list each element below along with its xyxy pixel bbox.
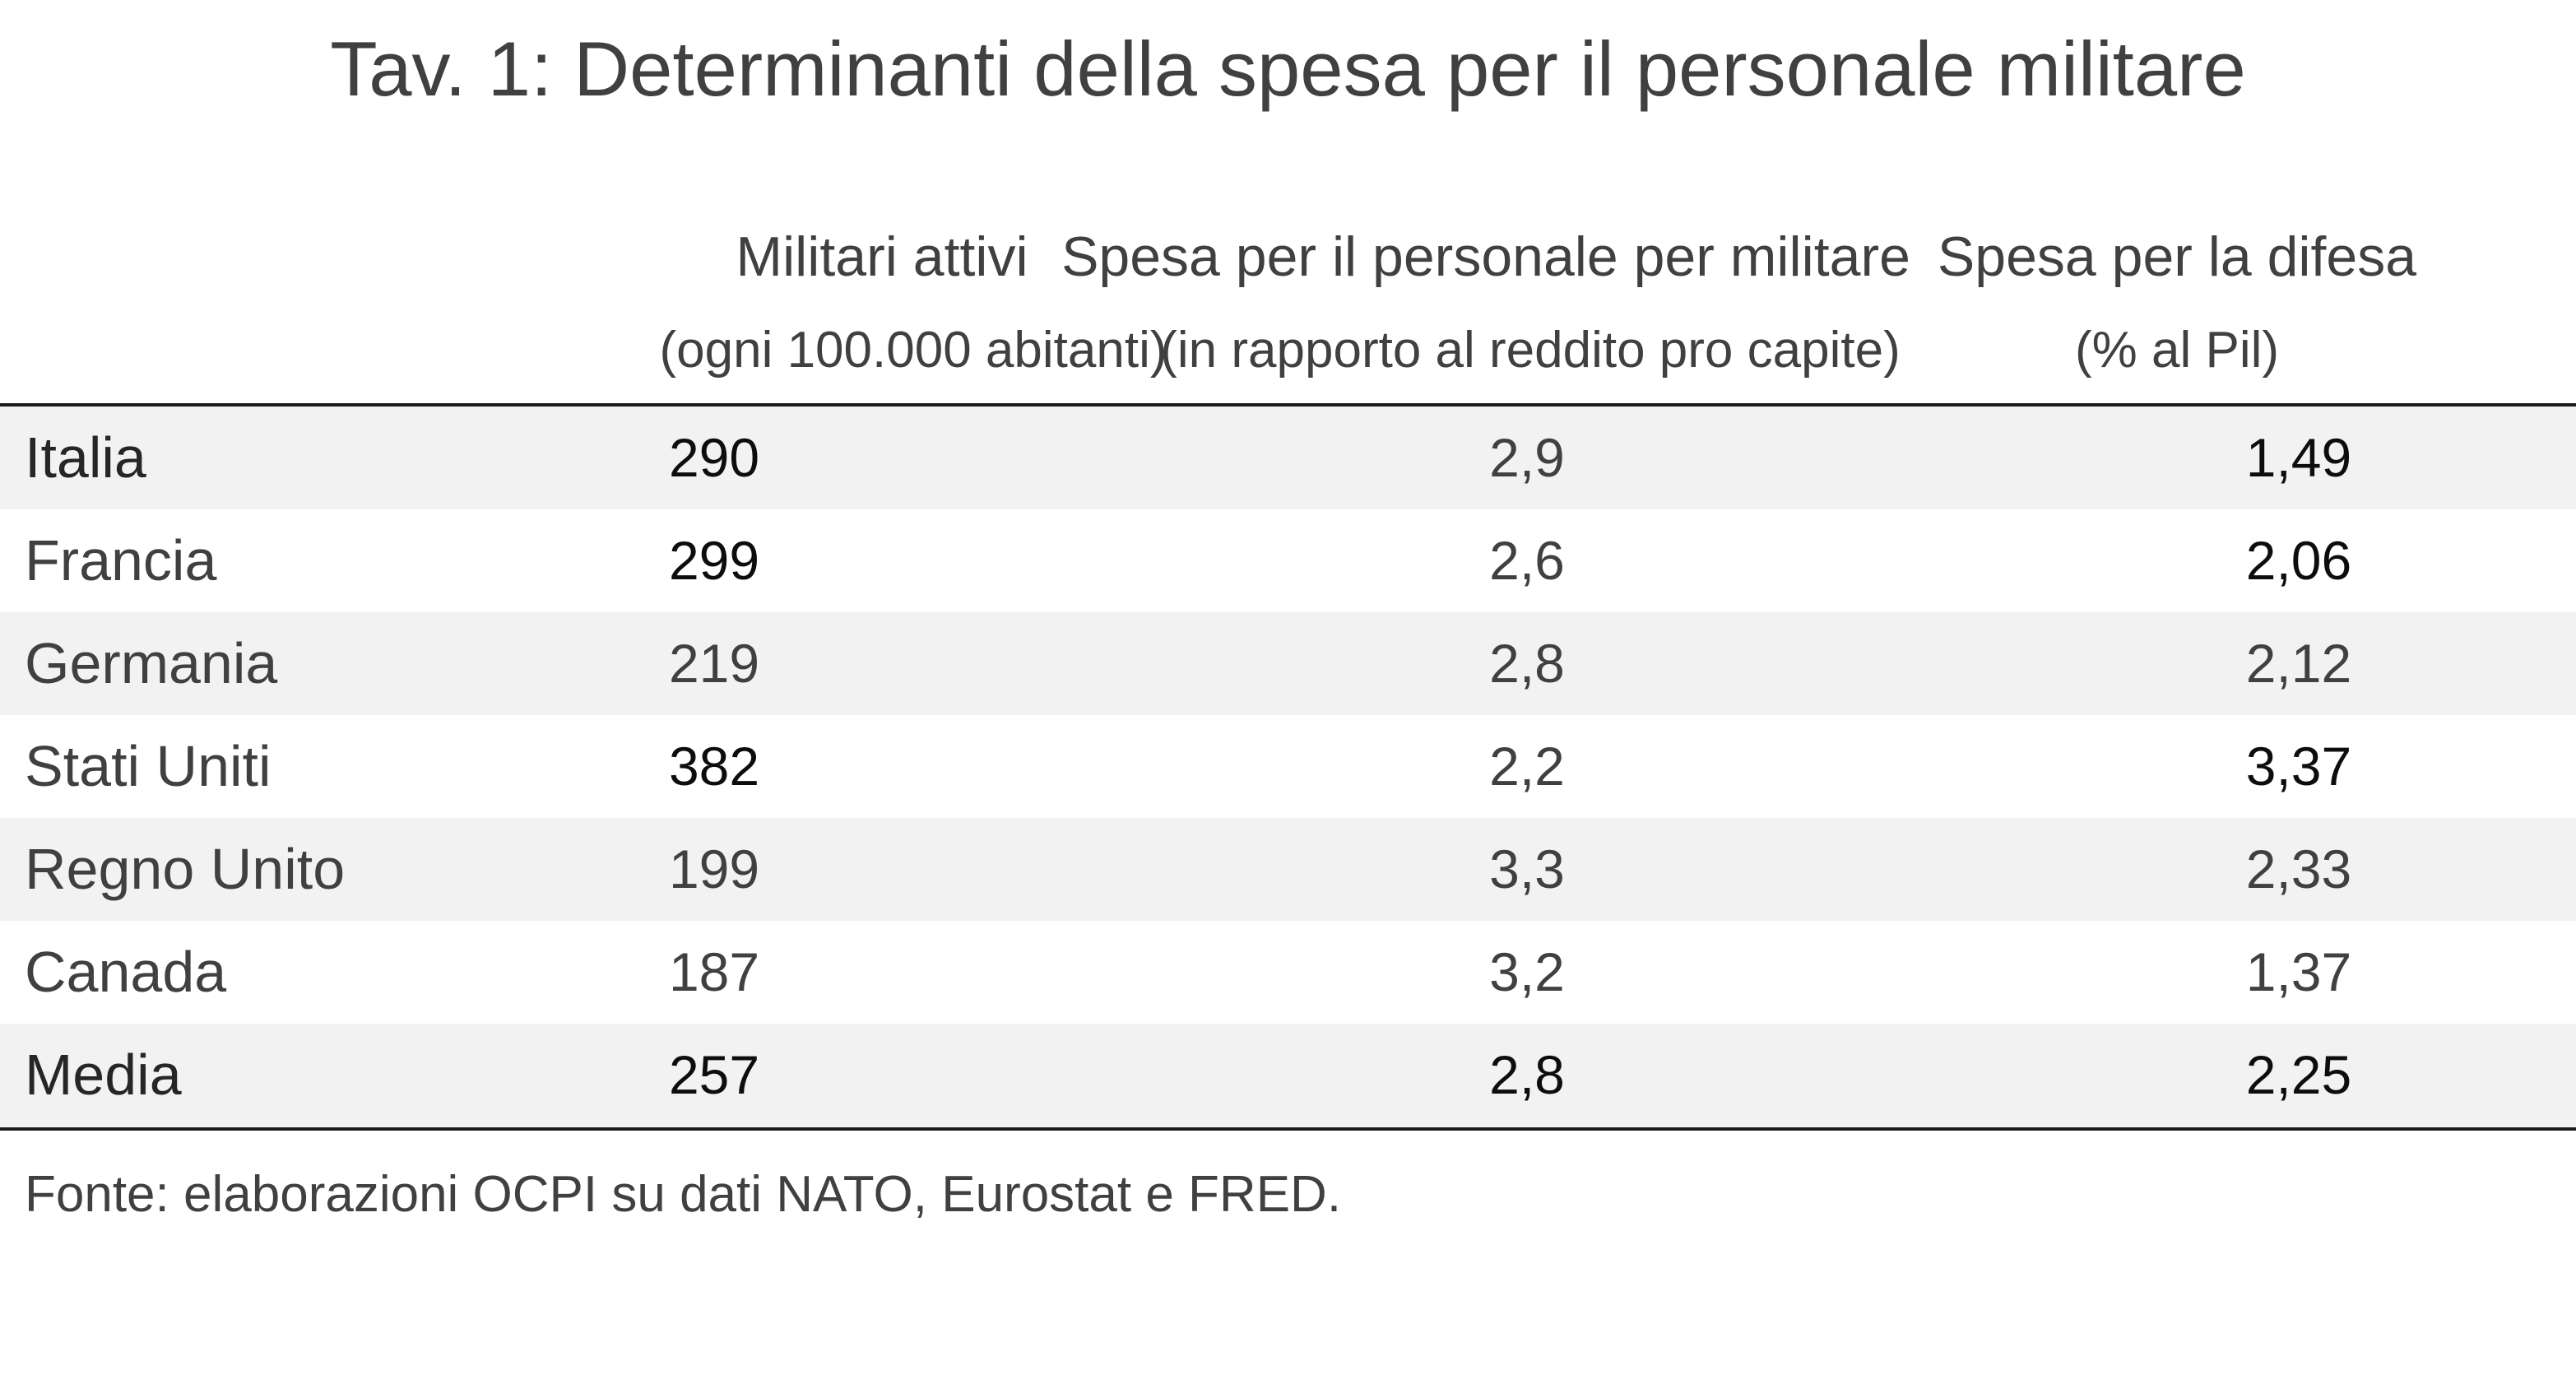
- row-label: Germania: [25, 631, 278, 695]
- table-cell: 290: [668, 427, 760, 488]
- row-label: Media: [25, 1043, 182, 1107]
- table-cell: 199: [668, 839, 760, 899]
- table-cell: 2,8: [1489, 633, 1565, 694]
- column-header-title: Militari attivi: [736, 225, 1028, 288]
- table-cell: 2,6: [1489, 530, 1565, 591]
- table-cell: 2,25: [2245, 1044, 2352, 1105]
- table-cell: 2,12: [2245, 633, 2352, 694]
- column-header-subtitle: (in rapporto al reddito pro capite): [1160, 322, 1901, 379]
- table-row: Media 257 2,8 2,25: [0, 1024, 2576, 1127]
- row-label: Francia: [25, 528, 217, 592]
- table-cell: 3,37: [2245, 736, 2352, 797]
- table-bottom-rule: [0, 1127, 2576, 1131]
- column-header-subtitle: (% al Pil): [2074, 322, 2280, 379]
- table-cell: 2,8: [1489, 1044, 1565, 1105]
- column-header-subtitle: (ogni 100.000 abitanti): [659, 322, 1167, 379]
- column-header-title: Spesa per il personale per militare: [1061, 225, 1910, 288]
- row-label: Regno Unito: [25, 837, 346, 901]
- table-cell: 382: [668, 736, 760, 797]
- table-cell: 187: [668, 941, 760, 1002]
- table-cell: 1,49: [2245, 427, 2352, 488]
- table-cell: 2,2: [1489, 736, 1565, 797]
- table-row: Regno Unito 199 3,3 2,33: [0, 818, 2576, 921]
- table-body: Italia 290 2,9 1,49 Francia 299 2,6 2,06 Germani…: [0, 406, 2576, 1127]
- table-cell: 299: [668, 530, 760, 591]
- table-row: Francia 299 2,6 2,06: [0, 509, 2576, 612]
- source-note: Fonte: elaborazioni OCPI su dati NATO, E…: [25, 1166, 1342, 1223]
- table-cell: 3,2: [1489, 941, 1565, 1002]
- column-header-spesa-difesa: Spesa per la difesa (% al Pil): [1683, 224, 2576, 383]
- table-row: Stati Uniti 382 2,2 3,37: [0, 715, 2576, 818]
- table-cell: 1,37: [2245, 941, 2352, 1002]
- table-cell: 3,3: [1489, 839, 1565, 899]
- table-row: Italia 290 2,9 1,49: [0, 406, 2576, 509]
- row-label: Italia: [25, 425, 146, 490]
- row-label: Canada: [25, 940, 227, 1004]
- table-cell: 2,9: [1489, 427, 1565, 488]
- column-header-spesa-personale: Spesa per il personale per militare (in …: [1020, 224, 2040, 383]
- table-row: Canada 187 3,2 1,37: [0, 921, 2576, 1024]
- table-row: Germania 219 2,8 2,12: [0, 612, 2576, 715]
- table-top-rule: [0, 403, 2576, 406]
- column-header-militari: Militari attivi (ogni 100.000 abitanti): [403, 224, 1423, 383]
- table-cell: 257: [668, 1044, 760, 1105]
- table-cell: 2,06: [2245, 530, 2352, 591]
- column-header-title: Spesa per la difesa: [1937, 225, 2417, 288]
- row-label: Stati Uniti: [25, 734, 272, 798]
- table-cell: 219: [668, 633, 760, 694]
- table-title: Tav. 1: Determinanti della spesa per il …: [330, 26, 2246, 112]
- table-cell: 2,33: [2245, 839, 2352, 899]
